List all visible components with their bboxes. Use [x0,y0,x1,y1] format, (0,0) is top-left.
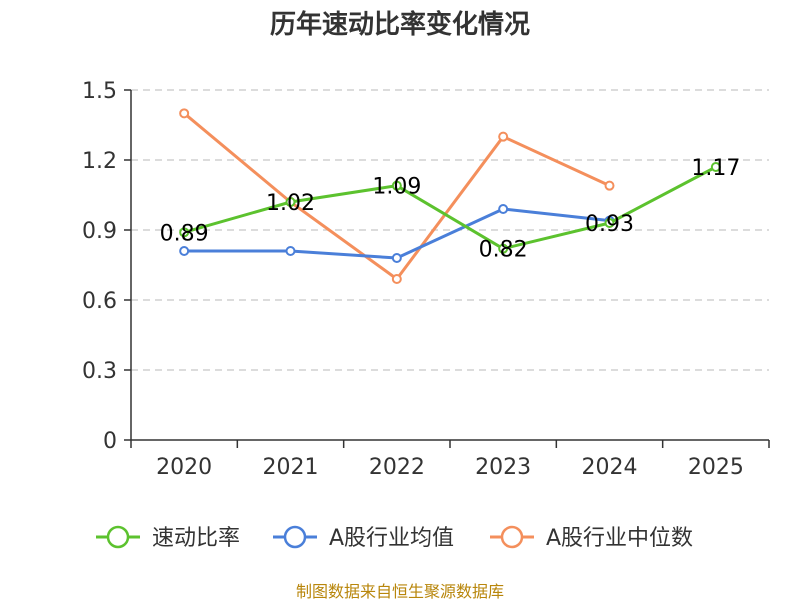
series-point-1-2020 [179,246,190,256]
chart-title: 历年速动比率变化情况 [269,10,530,40]
series-line-1 [184,207,610,260]
series-point-1-2023 [498,204,509,214]
data-label-2021: 1.02 [266,191,315,216]
axis-layer: 0 0.3 0.6 0.9 1.2 1.5 2020 2021 2022 2023 2024 2025 [82,79,770,480]
legend-layer: 速动比率 A股行业均值 A股行业中位数 [96,525,693,551]
data-label-2024: 0.93 [585,212,634,237]
y-tick-label-1.2: 1.2 [82,149,117,174]
x-tick-label-2024: 2024 [582,455,638,480]
y-tick-label-0.3: 0.3 [82,359,117,384]
series-point-1-2021 [285,246,296,256]
legend-label-0: 速动比率 [152,526,240,551]
x-tick-label-2025: 2025 [688,455,744,480]
series-line-0 [183,165,717,251]
grid-layer [131,89,769,371]
series-point-0-2020 [179,227,190,238]
data-label-2025: 1.17 [691,156,740,181]
data-label-2020: 0.89 [160,221,209,246]
series-point-1-2022 [391,253,402,263]
legend-marker-0 [106,525,130,549]
series-layer [179,108,721,284]
data-label-2023: 0.82 [479,238,528,263]
y-tick-label-0.9: 0.9 [82,219,117,244]
x-tick-label-2020: 2020 [156,455,212,480]
legend-label-2: A股行业中位数 [546,526,693,551]
y-tick-label-1.5: 1.5 [82,79,117,104]
x-tick-label-2023: 2023 [475,455,531,480]
series-point-0-2023 [498,243,509,254]
data-source-note: 制图数据来自恒生聚源数据库 [295,582,504,601]
series-point-0-2025 [710,162,721,172]
legend-marker-1 [283,525,307,549]
series-point-2-2022 [391,274,402,284]
series-point-2-2020 [179,108,190,119]
data-label-2022: 1.09 [372,175,421,200]
x-tick-label-2021: 2021 [263,455,319,480]
series-point-0-2021 [285,197,296,207]
x-tick-label-2022: 2022 [369,455,425,480]
series-point-0-2024 [604,218,615,228]
label-layer: 0.89 1.02 1.09 0.82 0.93 1.17 [160,156,741,263]
y-tick-label-0.6: 0.6 [82,289,117,314]
y-tick-label-0: 0 [103,429,117,454]
legend-marker-2 [500,525,524,549]
series-point-2-2023 [498,131,509,142]
series-point-0-2022 [391,180,402,191]
legend-label-1: A股行业均值 [329,526,454,551]
series-point-2-2024 [604,180,615,191]
